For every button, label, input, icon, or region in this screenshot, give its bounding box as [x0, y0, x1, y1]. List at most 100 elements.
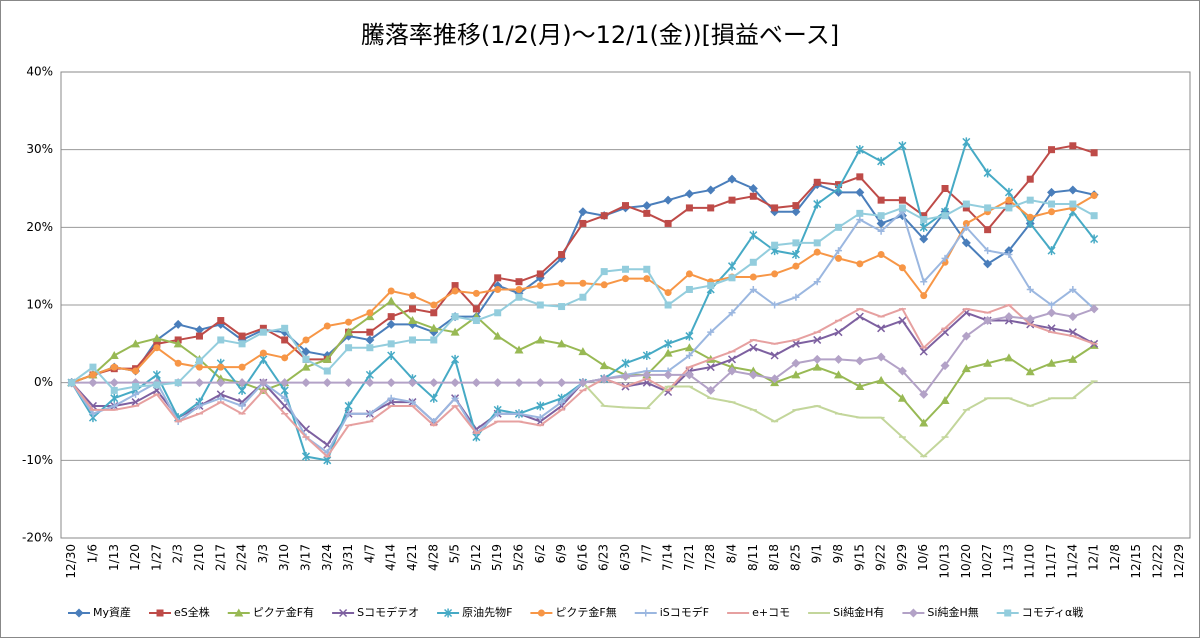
marker	[664, 219, 672, 227]
marker	[812, 354, 822, 364]
marker	[259, 349, 267, 357]
marker	[642, 201, 652, 211]
x-tick-label: 9/15	[852, 544, 866, 571]
marker	[301, 362, 311, 371]
marker	[430, 309, 438, 317]
marker	[451, 354, 460, 364]
marker	[813, 178, 821, 186]
marker	[322, 378, 332, 388]
marker	[109, 378, 119, 388]
marker	[684, 343, 694, 352]
marker	[344, 378, 354, 388]
marker	[217, 363, 225, 371]
x-tick-label: 8/18	[767, 544, 781, 571]
marker	[109, 350, 119, 359]
marker	[366, 410, 374, 418]
marker	[771, 241, 779, 249]
marker	[642, 370, 652, 380]
marker	[472, 305, 480, 313]
x-tick-label: 7/21	[682, 544, 696, 571]
marker	[834, 370, 844, 379]
marker	[855, 312, 864, 321]
marker	[132, 383, 140, 391]
x-tick-label: 4/28	[426, 544, 440, 571]
marker	[855, 382, 865, 391]
marker	[110, 386, 118, 394]
marker	[281, 336, 289, 344]
marker	[791, 370, 801, 379]
marker	[366, 328, 374, 336]
marker	[365, 370, 374, 380]
x-tick-label: 6/23	[597, 544, 611, 571]
marker	[835, 247, 843, 255]
x-tick-label: 4/21	[405, 544, 419, 571]
x-tick-label: 12/30	[64, 544, 78, 579]
marker	[877, 324, 886, 333]
x-tick-label: 3/24	[320, 544, 334, 571]
marker	[238, 332, 246, 340]
x-tick-label: 3/31	[341, 544, 355, 571]
marker	[451, 313, 459, 321]
legend-label: My資産	[93, 606, 131, 619]
marker	[856, 173, 864, 181]
marker	[684, 370, 694, 380]
marker	[962, 204, 970, 212]
marker	[600, 212, 608, 220]
y-tick-label: 0%	[34, 375, 53, 389]
x-tick-label: 10/6	[916, 544, 930, 571]
marker	[877, 196, 885, 204]
marker	[749, 273, 757, 281]
marker	[1068, 328, 1077, 337]
marker	[1026, 285, 1034, 293]
marker	[450, 327, 460, 336]
marker	[664, 289, 672, 297]
marker	[685, 270, 693, 278]
marker	[984, 226, 992, 234]
marker	[238, 385, 247, 395]
marker	[217, 317, 225, 325]
x-tick-label: 11/10	[1023, 544, 1037, 579]
marker	[238, 363, 246, 371]
marker	[643, 265, 651, 273]
marker	[557, 378, 567, 388]
marker	[748, 184, 758, 193]
marker	[302, 336, 310, 344]
marker	[792, 293, 800, 301]
marker	[855, 187, 865, 197]
marker	[194, 378, 204, 388]
marker	[749, 230, 758, 240]
marker	[1025, 367, 1035, 376]
marker	[770, 374, 780, 384]
marker	[622, 275, 629, 283]
marker	[663, 195, 673, 205]
marker	[727, 355, 737, 364]
marker	[535, 378, 545, 388]
marker	[68, 379, 76, 387]
marker	[579, 279, 587, 287]
marker	[919, 418, 929, 427]
marker	[1005, 204, 1013, 212]
y-tick-label: 20%	[26, 220, 53, 234]
marker	[600, 281, 608, 289]
x-tick-label: 6/2	[533, 544, 547, 563]
marker	[1069, 142, 1077, 150]
x-tick-label: 3/10	[277, 544, 291, 571]
marker	[749, 343, 758, 352]
legend-label: 原油先物F	[462, 605, 512, 619]
marker	[707, 328, 715, 336]
marker	[1025, 314, 1035, 324]
marker	[920, 216, 928, 224]
marker	[238, 340, 246, 348]
marker	[856, 260, 864, 268]
marker	[1089, 304, 1099, 314]
marker	[537, 609, 545, 617]
marker	[1004, 353, 1014, 362]
marker	[387, 394, 395, 402]
marker	[920, 212, 928, 220]
marker	[643, 275, 651, 283]
marker	[216, 378, 226, 388]
marker	[1026, 175, 1034, 183]
marker	[728, 196, 736, 204]
marker	[408, 336, 416, 344]
